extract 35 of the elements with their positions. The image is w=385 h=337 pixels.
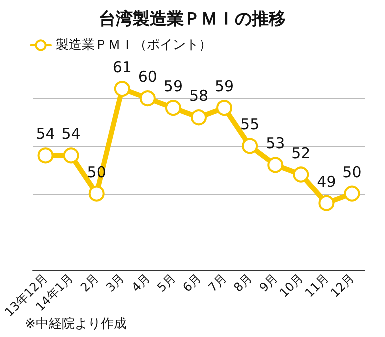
data-label: 59 xyxy=(164,78,184,96)
x-tick-label: 4月 xyxy=(129,271,153,295)
x-tick-label: 8月 xyxy=(231,271,256,295)
x-tick-label: 2月 xyxy=(78,271,102,295)
data-label: 54 xyxy=(62,125,81,144)
point xyxy=(140,90,156,107)
data-label: 61 xyxy=(112,58,132,77)
data-label: 60 xyxy=(138,68,158,86)
data-label: 50 xyxy=(342,163,362,182)
x-tick-label: 3月 xyxy=(104,271,128,295)
text: ※中経院より作成 xyxy=(25,317,127,332)
point xyxy=(216,100,233,116)
data-label: 49 xyxy=(317,172,336,191)
data-label: 59 xyxy=(214,78,234,96)
point xyxy=(344,186,360,202)
point xyxy=(38,148,54,164)
data-label: 55 xyxy=(240,116,260,134)
point xyxy=(165,100,182,116)
x-tick-label: 5月 xyxy=(154,271,178,295)
point xyxy=(114,81,130,98)
point xyxy=(293,166,310,183)
point xyxy=(63,148,80,164)
chart-title: 台湾製造業ＰＭＩの推移 xyxy=(99,10,286,30)
point xyxy=(88,186,105,202)
point xyxy=(268,157,284,174)
point xyxy=(318,195,335,212)
data-label: 58 xyxy=(189,87,209,106)
point xyxy=(191,110,207,126)
x-tick-label: 7月 xyxy=(206,271,230,295)
data-label: 52 xyxy=(292,144,311,162)
point xyxy=(242,138,258,154)
legend-label: 製造業ＰＭＩ（ポイント） xyxy=(56,38,212,53)
data-label: 53 xyxy=(266,134,286,153)
x-tick-label: 6月 xyxy=(180,271,204,295)
data-label: 54 xyxy=(36,125,56,144)
